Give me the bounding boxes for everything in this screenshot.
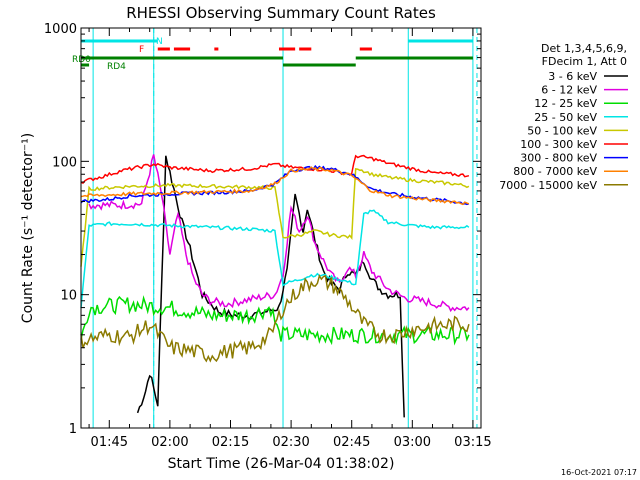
series-line-50-100-kev [80, 168, 470, 267]
flag-label-rd4: RD4 [107, 62, 126, 72]
x-tick-label: 02:00 [151, 435, 188, 450]
series-line-25-50-kev [80, 209, 470, 309]
legend-label: 12 - 25 keV [534, 97, 597, 110]
series-line-100-300-kev [80, 154, 470, 184]
flag-label-f: F [139, 45, 144, 55]
legend-label: 7000 - 15000 keV [499, 179, 597, 192]
legend-label: 800 - 7000 keV [513, 165, 597, 178]
flag-label-rd0: RD0 [72, 55, 91, 65]
legend-label: 100 - 300 keV [520, 138, 597, 151]
series-line-7000-15000-kev [80, 274, 470, 363]
generation-timestamp: 16-Oct-2021 07:17 [561, 468, 637, 477]
series-line-3-6-kev [136, 155, 405, 418]
x-tick-label: 03:00 [394, 435, 431, 450]
y-axis-label: Count Rate (s⁻¹ detector⁻¹) [20, 133, 36, 323]
x-axis-label: Start Time (26-Mar-04 01:38:02) [168, 456, 395, 472]
y-tick-label: 1000 [44, 22, 77, 37]
series-line-6-12-kev [88, 154, 470, 313]
legend-label: 300 - 800 keV [520, 152, 597, 165]
y-tick-label: 10 [60, 289, 77, 304]
series-line-800-7000-kev [80, 166, 470, 206]
legend-title-line: Det 1,3,4,5,6,9, [541, 42, 627, 55]
axes: 1 10 100 1000 01:45 02:00 02:15 02:30 02:45 03:00… [44, 22, 492, 450]
flag-label-n: N [156, 37, 163, 47]
x-tick-label: 01:45 [91, 435, 128, 450]
chart-title: RHESSI Observing Summary Count Rates [126, 4, 436, 22]
legend-label: 25 - 50 keV [534, 111, 597, 124]
plot-area: N F RD0 RD4 [72, 28, 478, 428]
legend-label: 6 - 12 keV [541, 84, 597, 97]
x-tick-label: 02:15 [212, 435, 249, 450]
legend-label: 50 - 100 keV [527, 124, 597, 137]
legend-label: 3 - 6 keV [548, 70, 597, 83]
legend-title-line: FDecim 1, Att 0 [542, 55, 627, 68]
y-tick-label: 1 [69, 422, 77, 437]
x-tick-label: 02:45 [333, 435, 370, 450]
x-tick-label: 03:15 [454, 435, 491, 450]
plot-frame [80, 27, 482, 429]
y-tick-label: 100 [52, 155, 77, 170]
legend: Det 1,3,4,5,6,9,FDecim 1, Att 0 3 - 6 keV… [499, 42, 628, 192]
x-tick-label: 02:30 [272, 435, 309, 450]
